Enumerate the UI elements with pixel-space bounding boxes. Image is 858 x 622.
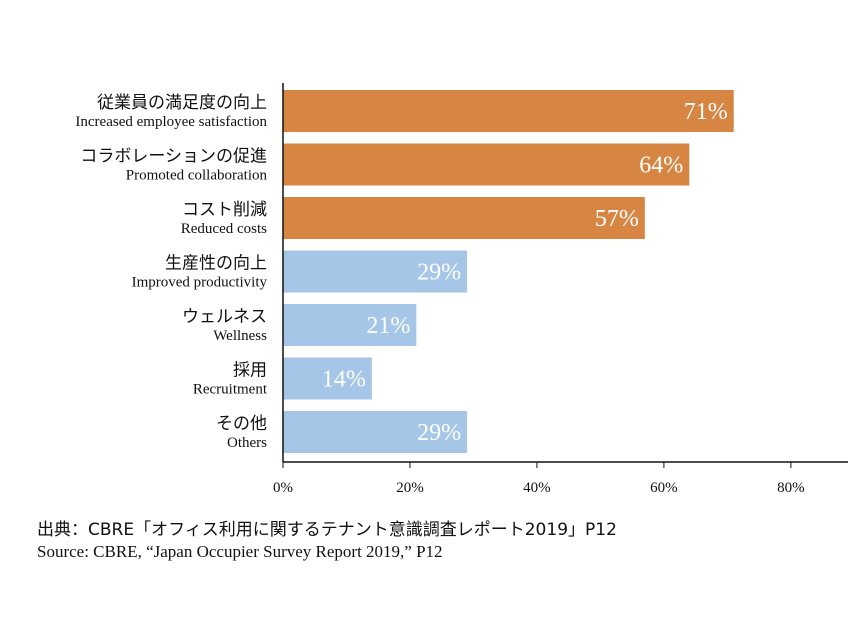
bar-value-label: 71% [684,99,728,125]
category-label-ja: コラボレーションの促進 [80,147,267,167]
bar-value-label: 64% [639,153,683,179]
source-note-english: Source: CBRE, “Japan Occupier Survey Rep… [37,542,443,561]
category-label-en: Improved productivity [132,275,268,291]
category-label-ja: ウェルネス [182,307,267,327]
axes-layer: 0% 20% 40% 60% 80% [273,83,848,496]
bar-4 [283,250,468,293]
x-tick-label: 80% [777,480,805,496]
bar-7 [283,411,468,453]
bar-value-label: 29% [417,420,461,446]
bar-3 [283,197,645,239]
bar-6 [283,357,372,400]
x-tick-label: 60% [650,480,678,496]
bar-1 [283,90,734,132]
category-label-en: Increased employee satisfaction [75,114,267,130]
x-tick-label: 0% [273,480,293,496]
x-tick-label: 20% [396,480,424,496]
category-label-ja: 生産性の向上 [165,254,267,274]
bar-2 [283,143,690,186]
bar-value-label: 14% [322,367,366,393]
category-label-en: Wellness [213,328,267,344]
bars-layer: 71% 64% 57% 29% 21% 14% 29% [283,90,734,453]
x-tick-label: 40% [523,480,551,496]
bar-value-label: 29% [417,260,461,286]
category-label-en: Others [227,435,267,451]
bar-value-label: 57% [595,206,639,232]
source-note-japanese: 出典：CBRE「オフィス利用に関するテナント意識調査レポート2019」P12 [37,520,617,540]
category-label-en: Promoted collaboration [126,168,268,184]
category-label-en: Recruitment [193,382,268,398]
category-label-ja: その他 [216,414,267,434]
bar-5 [283,304,417,346]
category-label-ja: 従業員の満足度の向上 [97,93,267,113]
bar-value-label: 21% [366,313,410,339]
category-label-ja: コスト削減 [182,200,267,220]
category-label-en: Reduced costs [181,221,267,237]
category-label-ja: 採用 [233,361,267,381]
